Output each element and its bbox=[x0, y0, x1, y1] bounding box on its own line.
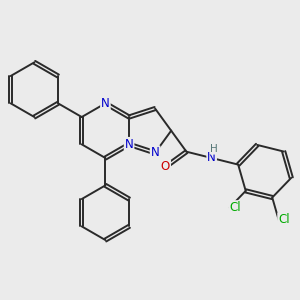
Text: N: N bbox=[125, 138, 134, 151]
Text: Cl: Cl bbox=[278, 213, 290, 226]
Text: N: N bbox=[101, 97, 110, 110]
Text: N: N bbox=[207, 152, 216, 164]
Text: N: N bbox=[151, 146, 160, 159]
Text: O: O bbox=[161, 160, 170, 173]
Text: Cl: Cl bbox=[229, 201, 241, 214]
Text: H: H bbox=[210, 144, 218, 154]
